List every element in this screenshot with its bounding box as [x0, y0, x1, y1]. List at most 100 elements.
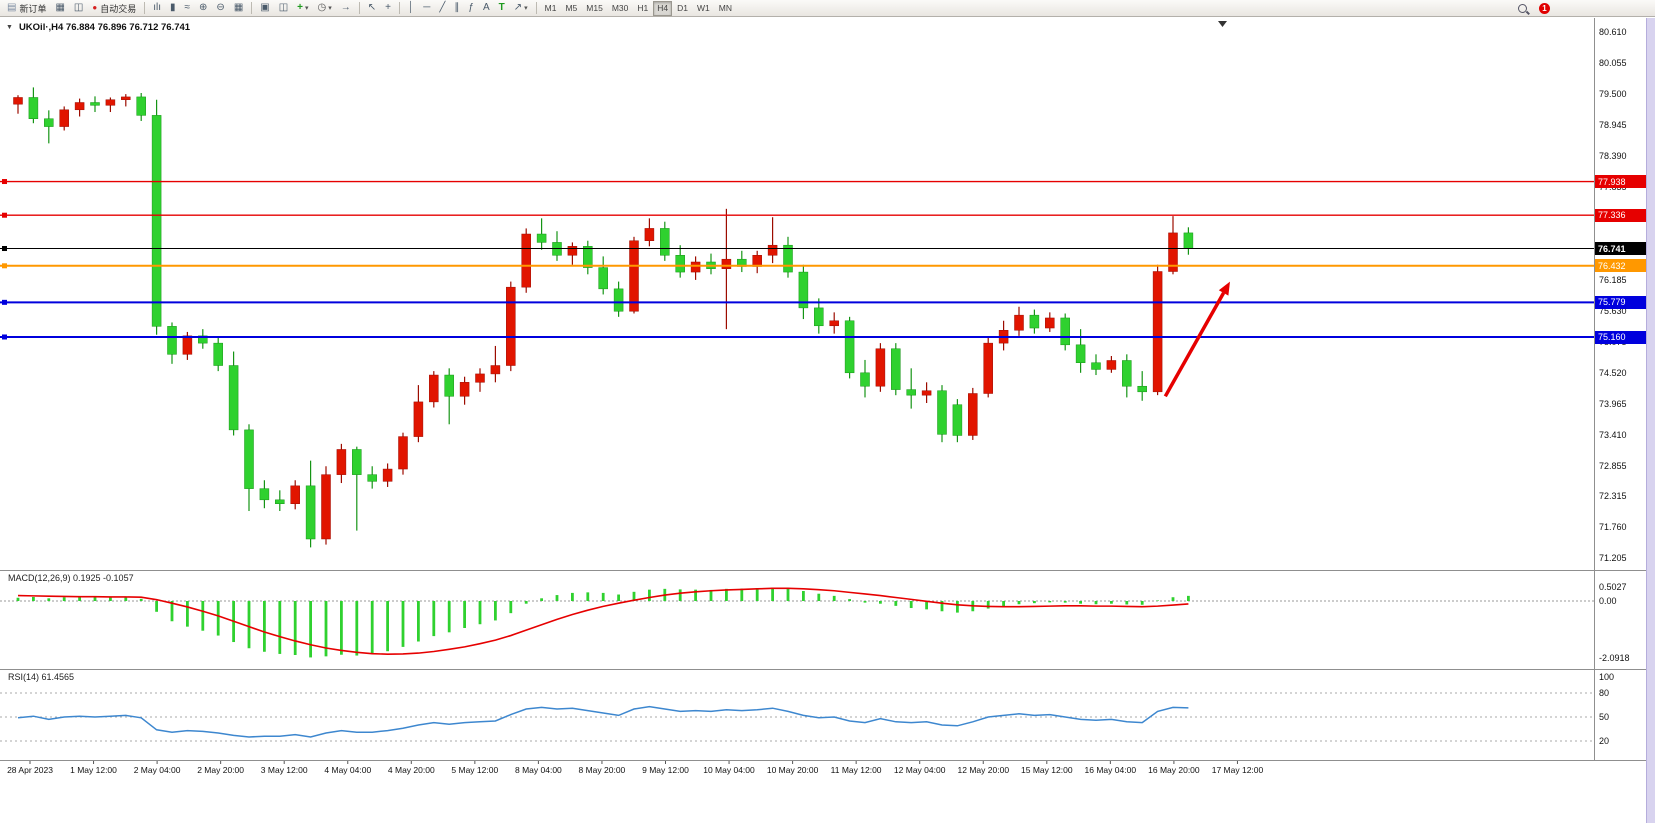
text-icon: A: [482, 2, 490, 13]
timeframe-h1[interactable]: H1: [637, 3, 649, 13]
candle-body: [675, 255, 685, 273]
price-tick-label: 78.945: [1599, 120, 1627, 131]
annotation-arrow-line[interactable]: [1163, 292, 1226, 398]
chart-shift-marker[interactable]: [1218, 21, 1227, 27]
candle-body: [1014, 314, 1024, 331]
objects-list-button[interactable]: ▣: [256, 0, 273, 16]
candle-body: [706, 261, 716, 269]
bar-chart-button[interactable]: ılı: [149, 0, 165, 16]
add-indicator-button[interactable]: + ▾: [293, 0, 312, 16]
timeframe-m1[interactable]: M1: [544, 3, 557, 13]
cursor-icon: ↖: [367, 2, 377, 13]
line-anchor-marker[interactable]: [2, 334, 7, 340]
candle-body: [429, 374, 439, 403]
candle-body: [1168, 232, 1178, 272]
period-selector-button[interactable]: ◷ ▾: [314, 0, 336, 16]
timeframe-m5[interactable]: M5: [565, 3, 578, 13]
line-anchor-marker[interactable]: [2, 212, 7, 218]
candle-body: [398, 436, 408, 470]
rsi-scale-label: 20: [1599, 736, 1610, 746]
line-anchor-marker[interactable]: [2, 179, 7, 185]
candle-body: [475, 373, 485, 383]
zoom-in-button[interactable]: ⊕: [195, 0, 211, 16]
annotation-arrow-head[interactable]: [1218, 281, 1230, 296]
new-order-button[interactable]: ▤ 新订单: [3, 0, 50, 16]
price-level-badge: 75.160: [1595, 330, 1647, 344]
candle-body: [891, 348, 901, 390]
candle-body: [1183, 232, 1194, 249]
horizontal-line-button[interactable]: ─: [419, 0, 434, 16]
timeframe-m30[interactable]: M30: [611, 3, 629, 13]
timeframe-mn[interactable]: MN: [718, 3, 732, 13]
windows-button[interactable]: ◫: [275, 0, 292, 16]
candle-body: [552, 242, 562, 256]
candlestick-button[interactable]: ▮: [166, 0, 180, 16]
vertical-scrollbar[interactable]: [1646, 18, 1655, 823]
fibonacci-button[interactable]: ƒ: [464, 0, 478, 16]
timeframe-w1[interactable]: W1: [696, 3, 710, 13]
zoom-out-button[interactable]: ⊖: [212, 0, 228, 16]
line-chart-button[interactable]: ≈: [181, 0, 195, 16]
candle-body: [690, 261, 701, 273]
navigator-button[interactable]: ◫: [70, 0, 87, 16]
candle-body: [136, 96, 146, 116]
channel-icon: ∥: [454, 2, 460, 13]
price-level-badge: 76.432: [1595, 259, 1647, 273]
timeframe-m15[interactable]: M15: [586, 3, 603, 13]
candle-body: [121, 96, 131, 100]
line-anchor-marker[interactable]: [2, 246, 7, 252]
channel-button[interactable]: ∥: [450, 0, 463, 16]
pane-divider[interactable]: [0, 570, 1647, 571]
bar-chart-icon: ılı: [153, 2, 162, 13]
candle-body: [983, 342, 993, 394]
time-tick-label: 3 May 12:00: [260, 765, 308, 775]
price-axis-divider: [1594, 18, 1595, 760]
windows-icon: ◫: [278, 2, 289, 13]
rsi-line: [17, 705, 1189, 738]
line-anchor-marker[interactable]: [2, 299, 7, 305]
time-tick-label: 15 May 12:00: [1021, 765, 1073, 775]
line-anchor-marker[interactable]: [2, 263, 7, 269]
auto-trading-button[interactable]: ● 自动交易: [88, 0, 140, 16]
price-level-badge: 77.336: [1595, 208, 1647, 222]
candle-body: [367, 474, 377, 482]
candle-body: [1075, 344, 1086, 363]
notification-badge[interactable]: 1: [1539, 2, 1550, 14]
candle-body: [783, 244, 793, 273]
zoom-in-icon: ⊕: [199, 2, 208, 13]
collapse-icon[interactable]: ▼: [6, 24, 13, 31]
timeframe-h4[interactable]: H4: [653, 0, 673, 16]
tile-windows-button[interactable]: ▦: [230, 0, 247, 16]
candle-body: [906, 389, 916, 396]
timeframe-d1[interactable]: D1: [677, 3, 688, 13]
trendline-button[interactable]: ╱: [435, 0, 449, 16]
chart-shift-button[interactable]: →: [337, 0, 355, 16]
cursor-button[interactable]: ↖: [364, 0, 380, 16]
arrows-button[interactable]: ↗ ▾: [510, 0, 532, 16]
toolbar-separator: [251, 2, 253, 14]
price-tick-label: 80.055: [1599, 58, 1627, 69]
new-order-label: 新订单: [19, 3, 47, 14]
chevron-down-icon: ▾: [328, 5, 332, 12]
toolbar-right-group: 1: [1518, 2, 1550, 14]
candle-body: [798, 271, 809, 309]
macd-scale-label: 0.5027: [1599, 582, 1627, 593]
vertical-line-button[interactable]: │: [404, 0, 418, 16]
candle-body: [660, 228, 670, 256]
candle-body: [28, 97, 39, 119]
pane-divider[interactable]: [0, 669, 1647, 670]
candle-body: [952, 404, 963, 436]
candle-body: [968, 393, 978, 436]
candle-body: [490, 365, 501, 375]
chart-title: ▼ UKOil·,H4 76.884 76.896 76.712 76.741: [6, 22, 190, 33]
rsi-label: RSI(14) 61.4565: [8, 672, 75, 682]
crosshair-icon: +: [385, 2, 392, 13]
text-label-button[interactable]: T: [495, 0, 509, 16]
text-button[interactable]: A: [479, 0, 494, 16]
charts-button[interactable]: ▦: [51, 0, 68, 16]
crosshair-button[interactable]: +: [381, 0, 395, 16]
candle-body: [814, 307, 824, 327]
trendline-icon: ╱: [439, 2, 446, 13]
candle-body: [290, 485, 300, 504]
search-icon[interactable]: [1518, 3, 1527, 13]
